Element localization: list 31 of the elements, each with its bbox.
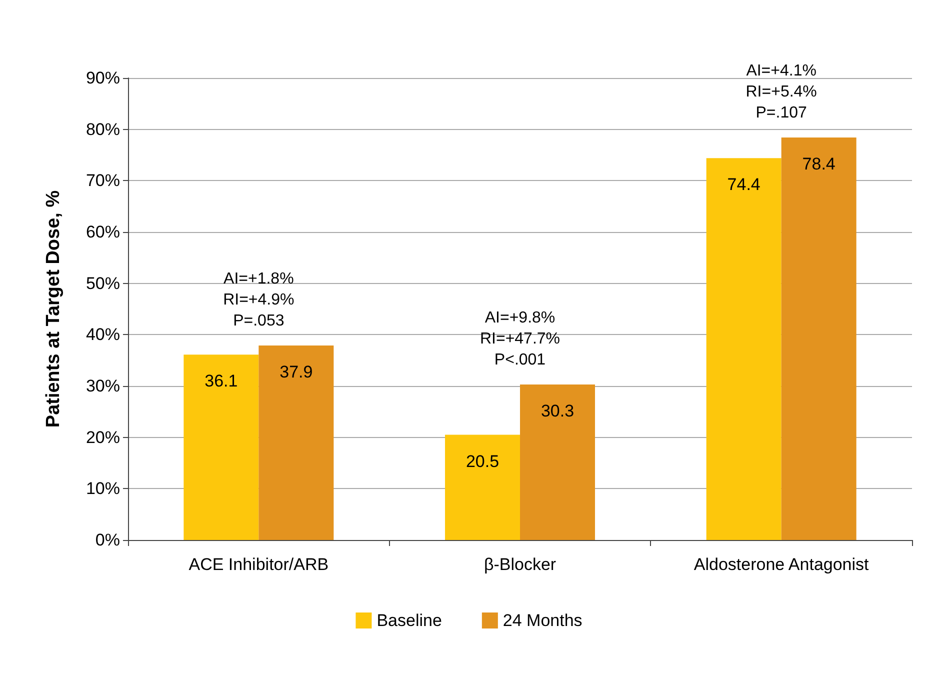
x-tick-label: β-Blocker xyxy=(484,555,556,574)
data-label: 36.1 xyxy=(204,372,238,391)
data-label: 78.4 xyxy=(802,154,836,174)
x-tick-label: Aldosterone Antagonist xyxy=(694,555,870,574)
y-tick-label: 20% xyxy=(86,428,120,447)
y-tick-label: 60% xyxy=(86,222,120,242)
y-axis-title: Patients at Target Dose, % xyxy=(43,190,64,428)
y-tick-label: 10% xyxy=(86,479,120,498)
bar xyxy=(445,434,520,540)
y-tick-label: 80% xyxy=(86,120,120,139)
y-tick-label: 50% xyxy=(86,274,120,293)
data-label: 37.9 xyxy=(280,362,313,382)
data-label: 30.3 xyxy=(540,401,574,420)
annotation: AI=+4.1% RI=+5.4% P=.107 xyxy=(746,62,817,122)
data-label: 74.4 xyxy=(727,175,760,194)
bar xyxy=(520,384,595,540)
data-label: 20.5 xyxy=(466,452,500,471)
x-tick-label: ACE Inhibitor/ARB xyxy=(188,555,329,574)
bar xyxy=(781,138,856,540)
annotation: AI=+9.8% RI=+47.7% P<.001 xyxy=(480,309,560,368)
y-tick-label: 90% xyxy=(86,68,120,88)
legend-label: 24 Months xyxy=(502,611,582,630)
bar xyxy=(706,158,782,540)
y-tick-label: 70% xyxy=(86,171,120,190)
annotation: AI=+1.8% RI=+4.9% P=.053 xyxy=(223,270,294,330)
y-tick-label: 30% xyxy=(86,376,120,396)
bar xyxy=(184,354,259,540)
y-tick-label: 40% xyxy=(86,325,120,344)
bar xyxy=(258,345,334,540)
y-tick-label: 0% xyxy=(95,530,120,550)
legend-label: Baseline xyxy=(376,611,442,630)
